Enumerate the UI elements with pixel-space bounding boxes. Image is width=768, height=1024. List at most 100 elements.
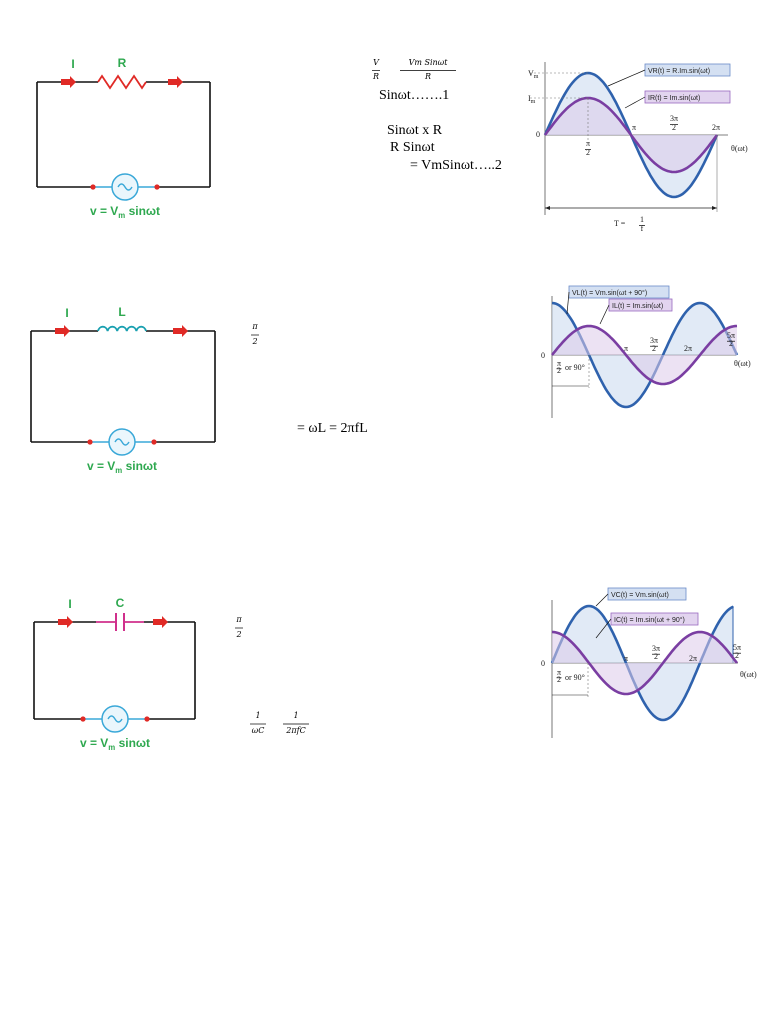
text: R <box>372 72 379 81</box>
pointer <box>566 291 570 315</box>
text: 1 <box>640 215 644 224</box>
pointer <box>599 304 610 325</box>
text: 2 <box>652 344 656 353</box>
text: 2 <box>235 630 241 639</box>
text: π <box>632 123 636 132</box>
ac-symbol <box>107 715 123 723</box>
text: θ(ωt) <box>734 359 751 368</box>
text: θ(ωt) <box>731 144 748 153</box>
text: 2 <box>654 652 658 661</box>
text: IL(t) = Im.sin(ωt) <box>612 303 663 310</box>
text: T = <box>614 219 627 228</box>
sub-label: v = Vm sinωt <box>87 459 157 475</box>
text: = ωL = 2πfL <box>297 421 368 436</box>
current-arrow <box>61 76 76 88</box>
pointer <box>595 618 612 639</box>
label-part: V <box>528 69 534 78</box>
text: IC(t) = Im.sin(ωt + 90°) <box>614 616 685 624</box>
text: Sinωt x R <box>387 123 443 138</box>
text: I <box>68 597 71 611</box>
sub-label: v = Vm sinωt <box>90 204 160 220</box>
text: π <box>251 322 258 331</box>
label-part: v = V <box>90 204 118 218</box>
text: Sinωt…….1 <box>379 88 449 103</box>
text: I <box>65 306 68 320</box>
text: 2πfC <box>285 726 305 735</box>
text: 3π <box>652 644 660 653</box>
text: IR(t) = Im.sin(ωt) <box>648 95 700 102</box>
text: 1 <box>293 711 298 720</box>
label-sub: m <box>531 99 536 105</box>
text: π <box>235 615 242 624</box>
text: or 90° <box>565 673 585 682</box>
label-sub: m <box>534 74 539 80</box>
text: ωC <box>252 726 265 735</box>
text: f <box>641 224 644 233</box>
text: 5π <box>733 643 741 652</box>
pointer <box>595 593 609 607</box>
text: θ(ωt) <box>740 670 757 679</box>
text: I <box>71 57 74 71</box>
sub-label: v = Vm sinωt <box>80 736 150 752</box>
pointer <box>624 96 646 109</box>
text: 2 <box>557 675 561 684</box>
axis-label: Im <box>528 94 536 105</box>
current-arrow <box>168 76 183 88</box>
label-sub: m <box>115 466 122 475</box>
text: π <box>557 668 561 677</box>
text: π <box>586 139 590 148</box>
current-arrow <box>173 325 188 337</box>
wave <box>551 630 739 696</box>
text: 3π <box>650 336 658 345</box>
text: = VmSinωt…..2 <box>410 158 502 173</box>
text: R <box>424 72 431 81</box>
terminal <box>80 716 86 722</box>
label-part: I <box>528 94 531 103</box>
wave <box>550 324 738 386</box>
text: C <box>116 596 125 610</box>
text: 2π <box>684 344 692 353</box>
text: L <box>118 305 125 319</box>
text: V <box>373 58 380 67</box>
label-sub: m <box>118 211 125 220</box>
current-arrow <box>153 616 168 628</box>
text: 2 <box>557 366 561 375</box>
text: 3π <box>670 114 678 123</box>
text: 0 <box>536 130 540 139</box>
text: π <box>624 654 628 663</box>
ac-symbol <box>117 183 133 191</box>
wave-fill <box>552 326 737 384</box>
axis-label: Vm <box>528 69 539 80</box>
inductor <box>97 325 147 332</box>
text: VR(t) = R.Im.sin(ωt) <box>648 68 710 75</box>
text: VC(t) = Vm.sin(ωt) <box>611 592 669 599</box>
text: 0 <box>541 351 545 360</box>
text: R Sinωt <box>390 140 435 155</box>
text: 2 <box>251 337 257 346</box>
wave <box>543 96 719 174</box>
wave-fill <box>552 632 737 694</box>
terminal <box>154 184 160 190</box>
label-part: sinωt <box>125 204 160 218</box>
terminal <box>90 184 96 190</box>
ac-symbol <box>114 438 130 446</box>
text: VL(t) = Vm.sin(ωt + 90°) <box>572 289 647 297</box>
resistor <box>97 74 147 90</box>
label-sub: m <box>108 743 115 752</box>
label-part: v = V <box>87 459 115 473</box>
text: 2 <box>586 148 590 157</box>
text: 2π <box>712 123 720 132</box>
text: 2 <box>735 651 739 660</box>
label-part: v = V <box>80 736 108 750</box>
current-arrow <box>55 325 70 337</box>
text: Vm Sinωt <box>409 58 449 67</box>
label-part: sinωt <box>115 736 150 750</box>
terminal <box>87 439 93 445</box>
text: 1 <box>255 711 260 720</box>
text: or 90° <box>565 363 585 372</box>
label-part: sinωt <box>122 459 157 473</box>
text: 2 <box>729 339 733 348</box>
pointer <box>607 69 646 87</box>
text: 5π <box>727 331 735 340</box>
